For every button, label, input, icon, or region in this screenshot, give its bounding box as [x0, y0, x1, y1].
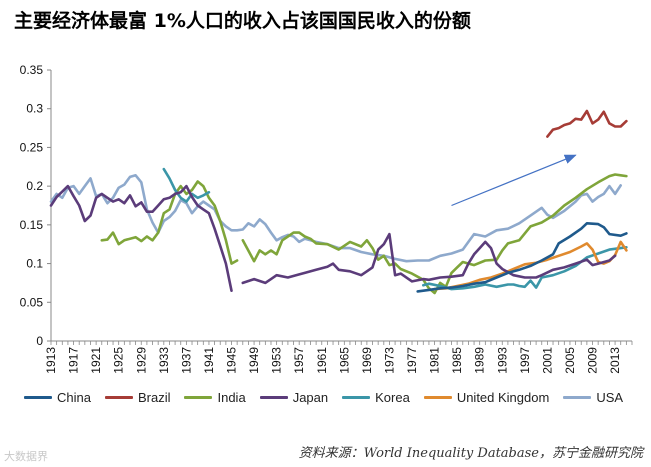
legend-item-japan: Japan — [259, 390, 329, 405]
legend-label: China — [57, 390, 91, 405]
x-tick-label: 1933 — [157, 347, 171, 374]
series-line-india — [100, 173, 628, 295]
legend-swatch — [563, 396, 592, 399]
legend-swatch — [423, 396, 452, 399]
x-tick-label: 1929 — [134, 347, 148, 374]
x-tick-label: 1985 — [450, 347, 464, 374]
legend-item-brazil: Brazil — [104, 390, 171, 405]
x-tick-label: 1965 — [337, 347, 351, 374]
x-tick-label: 1941 — [202, 347, 216, 374]
y-tick-label: 0 — [36, 334, 43, 348]
x-tick-label: 2013 — [608, 347, 622, 374]
legend-swatch — [104, 396, 133, 399]
legend-item-korea: Korea — [342, 390, 410, 405]
y-tick-label: 0.3 — [26, 102, 43, 116]
y-tick-label: 0.1 — [26, 257, 43, 271]
series-line-china — [416, 222, 628, 293]
x-tick-label: 2005 — [563, 347, 577, 374]
y-tick-label: 0.15 — [20, 218, 44, 232]
legend-label: Korea — [375, 390, 410, 405]
y-tick-label: 0.25 — [20, 140, 44, 154]
x-tick-label: 2001 — [540, 347, 554, 374]
series-line-usa — [49, 174, 622, 263]
legend-label: Japan — [292, 390, 329, 405]
x-tick-label: 1913 — [44, 347, 58, 374]
legend-label: USA — [596, 390, 624, 405]
trend-arrow — [451, 154, 577, 207]
x-tick-label: 1969 — [360, 347, 374, 374]
x-tick-label: 2009 — [586, 347, 600, 374]
series-line-korea — [162, 167, 628, 291]
x-tick-label: 1949 — [247, 347, 261, 374]
legend-swatch — [342, 396, 371, 399]
x-tick-label: 1957 — [292, 347, 306, 374]
x-tick-label: 1925 — [112, 347, 126, 374]
legend-item-china: China — [24, 390, 91, 405]
legend-item-india: India — [184, 390, 246, 405]
x-axis: 1913 1917 1921 1925 1929 1933 1937 1941 1945 1949… — [44, 340, 633, 374]
x-tick-label: 1961 — [315, 347, 329, 374]
x-tick-label: 1989 — [473, 347, 487, 374]
legend-label: Brazil — [137, 390, 171, 405]
x-tick-label: 1977 — [405, 347, 419, 374]
legend-swatch — [24, 396, 52, 399]
x-tick-label: 1981 — [428, 347, 442, 374]
trend-arrow-line — [451, 154, 577, 207]
x-tick-label: 1993 — [495, 347, 509, 374]
legend-swatch — [184, 396, 213, 399]
source-note: 资料来源：World Inequality Database，苏宁金融研究院 — [298, 446, 643, 461]
legend-swatch — [259, 396, 288, 399]
legend: China Brazil India Japan Korea United Kingdom… — [24, 390, 644, 405]
chart-title: 主要经济体最富 1%人口的收入占该国国民收入的份额 — [14, 10, 471, 32]
x-tick-label: 1973 — [382, 347, 396, 374]
y-tick-label: 0.05 — [20, 295, 44, 309]
legend-item-united-kingdom: United Kingdom — [423, 390, 550, 405]
legend-label: India — [217, 390, 246, 405]
x-tick-label: 1917 — [67, 347, 81, 374]
y-tick-label: 0.35 — [20, 63, 44, 77]
x-tick-label: 1921 — [89, 347, 103, 374]
x-tick-label: 1937 — [179, 347, 193, 374]
x-tick-label: 1945 — [225, 347, 239, 374]
series-line-japan — [49, 184, 617, 292]
watermark: 大数据界 — [4, 450, 48, 463]
legend-label: United Kingdom — [456, 390, 550, 405]
x-tick-label: 1953 — [270, 347, 284, 374]
series-lines — [49, 109, 628, 295]
series-line-brazil — [546, 109, 628, 138]
y-tick-label: 0.2 — [26, 179, 43, 193]
x-tick-label: 1997 — [518, 347, 532, 374]
y-axis: 0 0.05 0.1 0.15 0.2 0.25 0.3 0.35 — [20, 63, 52, 348]
legend-item-usa: USA — [563, 390, 623, 405]
